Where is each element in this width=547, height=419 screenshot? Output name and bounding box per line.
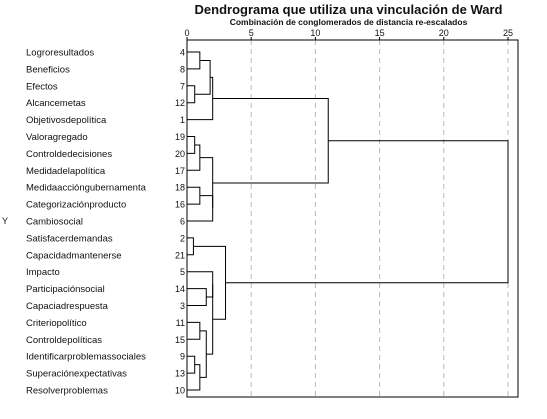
leaf-label: Alcancemetas xyxy=(26,98,86,109)
x-tick-label: 25 xyxy=(503,28,513,38)
leaf-label: Medidadelapolítica xyxy=(26,166,106,177)
dendrogram-branch xyxy=(187,237,194,256)
leaf-id: 5 xyxy=(180,267,185,277)
grid-layer xyxy=(250,40,509,397)
leaf-id: 20 xyxy=(175,149,185,159)
leaf-id: 3 xyxy=(180,301,185,311)
leaf-id: 2 xyxy=(180,233,185,243)
leaf-id: 7 xyxy=(180,81,185,91)
dendrogram-branch xyxy=(193,245,227,320)
leaf-label: Participaciónsocial xyxy=(26,284,105,295)
plot-frame xyxy=(186,39,519,398)
leaf-id: 6 xyxy=(180,217,185,227)
dendrogram-branch xyxy=(206,284,214,355)
dendrogram-branch xyxy=(187,76,214,121)
dendrogram-branch xyxy=(212,97,329,184)
dendrogram-branch xyxy=(187,144,201,171)
leaf-label: Capacidadmantenerse xyxy=(26,250,122,261)
leaf-label: Efectos xyxy=(26,81,58,92)
dendrogram-branch xyxy=(187,186,201,205)
leaf-id: 15 xyxy=(175,335,185,345)
leaf-id: 16 xyxy=(175,200,185,210)
leaf-label: Capaciadrespuesta xyxy=(26,301,109,312)
leaf-label: Beneficios xyxy=(26,64,70,75)
leaf-id: 19 xyxy=(175,132,185,142)
leaf-id: 18 xyxy=(175,183,185,193)
leaf-id: 9 xyxy=(180,352,185,362)
x-tick-label: 20 xyxy=(439,28,449,38)
dendrogram-branch xyxy=(187,271,214,298)
leaf-label: Superaciónexpectativas xyxy=(26,369,127,380)
dendrogram-branch xyxy=(187,355,196,374)
leaf-id: 17 xyxy=(175,166,185,176)
dendrogram-branch xyxy=(187,136,196,154)
dendrogram-branch xyxy=(187,51,201,70)
leaf-id: 11 xyxy=(176,318,185,328)
leaf-id: 12 xyxy=(175,98,185,108)
dendrogram-branch xyxy=(187,364,201,391)
dendrogram-branch xyxy=(187,288,207,306)
leaf-label: Cambiosocial xyxy=(26,217,83,228)
leaf-label: Controldepolíticas xyxy=(26,335,102,346)
leaf-label: Impacto xyxy=(26,267,60,278)
x-tick-label: 5 xyxy=(249,28,254,38)
leaf-label: Resolverproblemas xyxy=(26,386,108,397)
x-axis-ticks: 0 5 10 15 20 25 xyxy=(184,28,513,40)
leaf-ids: 4 8 7 12 1 19 20 17 18 16 6 2 21 5 14 3 11 15 9 13 10 xyxy=(175,48,185,396)
leaf-label: Categorizaciónproducto xyxy=(26,200,126,211)
leaf-id: 10 xyxy=(175,386,185,396)
chart-subtitle: Combinación de conglomerados de distanci… xyxy=(229,17,468,27)
leaf-labels: Logroresultados Beneficios Efectos Alcancem… xyxy=(26,48,147,397)
dendrogram-branch xyxy=(187,321,201,340)
chart-title: Dendrograma que utiliza una vinculación … xyxy=(194,2,503,17)
leaf-label: Objetivosdepolítica xyxy=(26,115,107,126)
dendrogram-branch xyxy=(187,85,196,104)
dendrogram-branch xyxy=(194,59,211,95)
leaf-label: Logroresultados xyxy=(26,48,94,59)
leaf-label: Valoragregado xyxy=(26,132,88,143)
leaf-label: Medidaaccióngubernamenta xyxy=(26,183,147,194)
leaf-label: Satisfacerdemandas xyxy=(26,233,113,244)
leaf-id: 21 xyxy=(175,250,185,260)
y-axis-label: Y xyxy=(2,216,9,226)
leaf-id: 13 xyxy=(175,369,185,379)
leaf-id: 1 xyxy=(180,115,185,125)
leaf-id: 4 xyxy=(180,48,185,58)
leaf-label: Criteriopolítico xyxy=(26,318,87,329)
x-tick-label: 0 xyxy=(184,28,189,38)
leaf-id: 14 xyxy=(175,284,185,294)
dendrogram-branches xyxy=(187,51,509,391)
dendrogram-branch xyxy=(199,330,207,378)
x-tick-label: 15 xyxy=(375,28,385,38)
leaf-label: Identificarproblemassociales xyxy=(26,352,146,363)
dendrogram-branch xyxy=(225,140,509,284)
leaf-id: 8 xyxy=(180,64,185,74)
leaf-label: Controldedecisiones xyxy=(26,149,112,160)
x-tick-label: 10 xyxy=(310,28,320,38)
dendrogram-branch xyxy=(199,157,214,209)
